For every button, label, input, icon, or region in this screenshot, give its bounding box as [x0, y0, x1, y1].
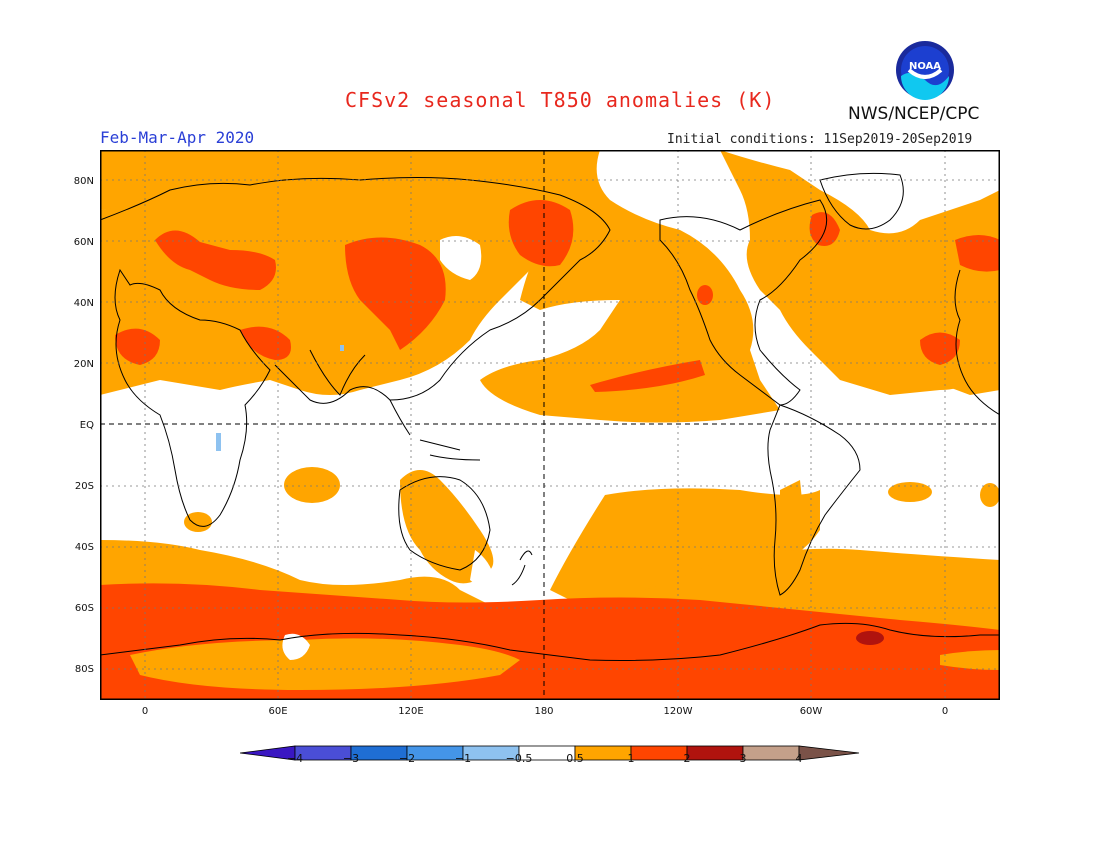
longitude-label: 0 — [141, 706, 149, 717]
color-scale-label: 4 — [795, 752, 803, 765]
longitude-label: 180 — [534, 706, 554, 717]
color-scale-label: 3 — [739, 752, 747, 765]
color-bin — [798, 745, 860, 761]
color-scale-label: −3 — [342, 752, 360, 765]
antarctica-orange — [130, 638, 1000, 690]
color-scale-label: 1 — [627, 752, 635, 765]
cool-anomaly-regions — [216, 345, 344, 451]
reference-lines — [100, 150, 1000, 700]
strong-warm-anomaly-regions — [856, 631, 884, 645]
anomaly-map — [100, 150, 1000, 700]
color-scale-label: −4 — [286, 752, 304, 765]
neutral-regions — [282, 236, 495, 660]
latitude-label: 40N — [73, 298, 94, 309]
season-label: Feb-Mar-Apr 2020 — [100, 128, 255, 147]
color-scale-label: −0.5 — [505, 752, 533, 765]
latitude-label: 20N — [73, 359, 94, 370]
latitude-label: 80S — [74, 664, 94, 675]
map-title: CFSv2 seasonal T850 anomalies (K) — [345, 88, 776, 112]
color-scale-label: −1 — [454, 752, 472, 765]
longitude-label: 120W — [663, 706, 693, 717]
color-scale-label: −2 — [398, 752, 416, 765]
longitude-label: 0 — [941, 706, 949, 717]
initial-conditions-label: Initial conditions: 11Sep2019-20Sep2019 — [667, 132, 973, 147]
latitude-label: 20S — [74, 481, 94, 492]
color-scale-label: 2 — [683, 752, 691, 765]
longitude-label: 60W — [799, 706, 823, 717]
agency-label: NWS/NCEP/CPC — [848, 104, 980, 124]
noaa-logo-icon: NOAA — [896, 41, 954, 100]
latitude-label: 60N — [73, 237, 94, 248]
longitude-label: 120E — [398, 706, 424, 717]
latitude-label: 60S — [74, 603, 94, 614]
graticule — [100, 150, 1000, 700]
latitude-label: 40S — [74, 542, 94, 553]
latitude-label: EQ — [79, 420, 94, 431]
coastlines — [100, 172, 1000, 661]
longitude-label: 60E — [268, 706, 288, 717]
color-scale-bar — [240, 745, 860, 761]
latitude-label: 80N — [73, 176, 94, 187]
logo-text: NOAA — [909, 61, 941, 72]
color-scale-label: 0.5 — [566, 752, 584, 765]
